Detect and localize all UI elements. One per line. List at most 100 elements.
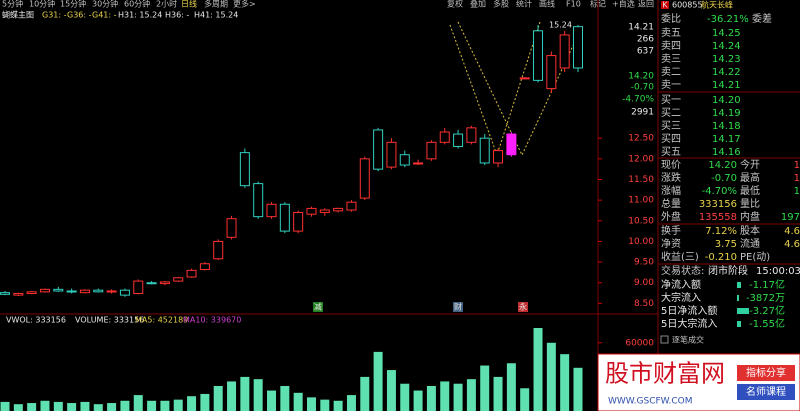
ask-price: 14.25 xyxy=(712,28,741,39)
bid-price: 14.16 xyxy=(712,147,741,158)
status-value: 闭市阶段 xyxy=(708,264,748,277)
ask-label: 卖四 xyxy=(661,40,681,52)
volume-bar xyxy=(533,328,543,411)
candle-body xyxy=(53,288,64,292)
volume-bar xyxy=(120,400,130,411)
badge-bg xyxy=(661,1,669,9)
period-tab[interactable]: 更多> xyxy=(233,0,256,9)
period-tab[interactable]: 30分钟 xyxy=(92,0,118,9)
watermark-box xyxy=(597,353,800,411)
ask-label: 卖二 xyxy=(661,66,681,78)
quote-value: -36.21% xyxy=(707,14,749,25)
toolbar-button[interactable]: 叠加 xyxy=(470,0,486,9)
volume-label: VWOL: 333156 xyxy=(6,316,66,325)
candle-body xyxy=(559,34,570,69)
y-tick-label: 11.00 xyxy=(628,196,654,206)
flow-bar xyxy=(737,282,741,288)
volume-bar xyxy=(320,399,330,411)
y-tick-label: 12.50 xyxy=(628,134,654,144)
volume-bar xyxy=(280,385,290,411)
ask-price: 14.21 xyxy=(712,80,741,91)
stat-value: 135558 xyxy=(699,212,737,223)
ask-price: 14.23 xyxy=(712,54,741,65)
pattern-line xyxy=(457,21,579,157)
period-tab[interactable]: 60分钟 xyxy=(124,0,150,9)
candle-body xyxy=(426,141,437,160)
indicator-value: G36: - xyxy=(67,11,92,20)
period-tab[interactable]: 10分钟 xyxy=(29,0,55,9)
candle-body xyxy=(479,137,490,164)
flow-label: 大宗流入 xyxy=(661,291,701,304)
y-tick-label: 11.50 xyxy=(628,175,654,185)
event-badge xyxy=(313,302,323,312)
y-tick-label: 10.00 xyxy=(628,237,654,247)
stat-label: 收益(三) xyxy=(661,250,699,263)
stat-value: 4.6 xyxy=(784,226,800,237)
bid-price: 14.17 xyxy=(712,134,741,145)
candle-body xyxy=(373,129,384,170)
volume-bar xyxy=(480,365,490,411)
ticker-tab[interactable]: 逐笔成交 xyxy=(672,335,704,345)
candle-body xyxy=(519,77,530,80)
event-marker: 永 xyxy=(519,302,527,312)
toolbar-button[interactable]: 返回 xyxy=(638,0,654,9)
stock-name: 航天长峰 xyxy=(701,0,733,10)
period-tab[interactable]: 2小时 xyxy=(156,0,177,9)
candle-body xyxy=(173,277,184,282)
bid-price: 14.20 xyxy=(712,95,741,106)
volume-bar xyxy=(187,396,197,411)
flow-bar xyxy=(737,308,749,314)
stat-label: 量比 xyxy=(740,198,760,210)
volume-bar xyxy=(0,401,10,411)
candle-body xyxy=(39,288,50,293)
volume-bar xyxy=(413,390,423,411)
period-tab[interactable]: 5分钟 xyxy=(2,0,23,9)
candle-body xyxy=(159,281,170,285)
stat-label: 最高 xyxy=(740,171,760,184)
volume-bar xyxy=(160,400,170,411)
badge: K xyxy=(662,1,668,10)
ask-label: 卖三 xyxy=(661,53,681,65)
toolbar-button[interactable]: 标记 xyxy=(590,0,606,9)
stat-value: 1 xyxy=(794,160,800,171)
event-badge xyxy=(518,302,528,312)
candle-body xyxy=(0,292,10,295)
period-tab[interactable]: 日线 xyxy=(181,0,197,9)
quote-label: 委差 xyxy=(752,12,772,25)
stat-label: 股本 xyxy=(740,224,760,237)
watermark-tag: 指标分享 xyxy=(746,366,786,379)
volume-bar xyxy=(440,381,450,411)
candle-body xyxy=(493,150,504,164)
event-marker: 减 xyxy=(314,302,322,312)
toolbar-button[interactable]: 多股 xyxy=(493,0,509,9)
y-tick-label: 60000 xyxy=(625,338,654,348)
stat-value: 7.12% xyxy=(705,226,737,237)
candle-body xyxy=(26,291,37,294)
flow-value: -1.55亿 xyxy=(749,317,785,330)
axis-note: -0.70 xyxy=(631,83,655,93)
candle-body xyxy=(79,289,90,294)
axis-note: 266 xyxy=(637,35,654,45)
peak-label: 15.24 xyxy=(549,21,572,30)
bid-price: 14.18 xyxy=(712,121,741,132)
toolbar-button[interactable]: 复权 xyxy=(447,0,463,9)
volume-bar xyxy=(67,403,77,411)
toolbar-button[interactable]: 统计 xyxy=(516,0,532,9)
period-tab[interactable]: 多周期 xyxy=(204,0,228,9)
stat-label: 换手 xyxy=(661,224,681,237)
volume-bar xyxy=(93,404,103,411)
period-tab[interactable]: 15分钟 xyxy=(60,0,86,9)
stat-label: 总量 xyxy=(661,197,681,210)
toolbar-button[interactable]: 画线 xyxy=(539,0,555,9)
event-badge xyxy=(453,302,463,312)
toolbar-button[interactable]: F10 xyxy=(566,0,581,9)
indicator-value: G41: - xyxy=(92,11,117,20)
candle-body xyxy=(546,55,557,90)
candle-body xyxy=(119,289,130,296)
stat-value: 14.20 xyxy=(708,160,737,171)
volume-bar xyxy=(573,367,583,411)
toolbar-button[interactable]: +自选 xyxy=(612,0,635,9)
stat-value: 1 xyxy=(794,173,800,184)
axis-note: 14.20 xyxy=(628,72,654,82)
